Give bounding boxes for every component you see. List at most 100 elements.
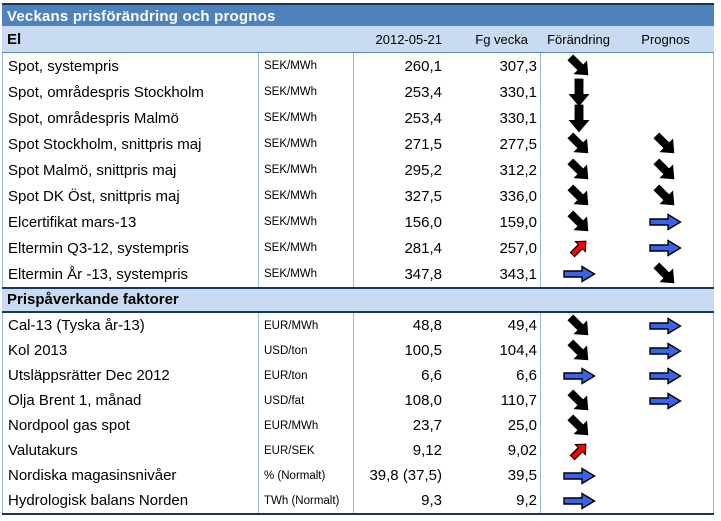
down-right-black-arrow-icon: [567, 313, 589, 335]
row-prev-value: 9,2: [516, 492, 537, 509]
down-right-black-arrow-icon: [567, 210, 589, 232]
row-name: Spot Malmö, snittpris maj: [2, 157, 258, 183]
down-right-black-arrow-icon: [567, 54, 589, 76]
table-row: Nordiska magasinsnivåer % (Normalt) 39,8…: [2, 463, 714, 488]
row-current-value: 9,3: [353, 488, 444, 513]
column-header-date: 2012-05-21: [375, 31, 443, 47]
row-prev-value: 6,6: [516, 367, 537, 384]
column-header-row: El 2012-05-21 Fg vecka Förändring Progno…: [2, 26, 714, 53]
change-arrow-cell: [540, 413, 617, 438]
change-arrow-cell: [540, 78, 617, 107]
change-arrow-cell: [540, 183, 617, 209]
report-title: Veckans prisförändring och prognos: [2, 3, 714, 26]
right-blue-arrow-icon: [649, 366, 682, 385]
forecast-arrow-cell: [617, 363, 714, 388]
down-right-black-arrow-icon: [653, 262, 675, 284]
down-right-black-arrow-icon: [567, 132, 589, 154]
table-row: Eltermin År -13, systempris SEK/MWh 347,…: [2, 261, 714, 287]
change-arrow-cell: [540, 313, 617, 338]
row-unit: EUR/SEK: [258, 438, 353, 463]
forecast-arrow-cell: [617, 105, 714, 131]
row-name: Utsläppsrätter Dec 2012: [2, 363, 258, 388]
change-arrow-cell: [540, 157, 617, 183]
down-black-arrow-icon: [568, 104, 590, 133]
down-right-black-arrow-icon: [567, 338, 589, 360]
row-name: Spot Stockholm, snittpris maj: [2, 131, 258, 157]
row-unit: SEK/MWh: [258, 157, 353, 183]
row-current-value: 271,5: [353, 131, 444, 157]
table-row: Eltermin Q3-12, systempris SEK/MWh 281,4…: [2, 235, 714, 261]
forecast-arrow-cell: [617, 413, 714, 438]
change-arrow-cell: [540, 363, 617, 388]
down-right-black-arrow-icon: [653, 158, 675, 180]
forecast-arrow-cell: [617, 313, 714, 338]
change-arrow-cell: [540, 235, 617, 261]
row-current-value: 23,7: [353, 413, 444, 438]
row-prev-value: 49,4: [507, 317, 537, 334]
forecast-arrow-cell: [617, 183, 714, 209]
change-arrow-cell: [540, 388, 617, 413]
row-name: Eltermin År -13, systempris: [2, 261, 258, 287]
right-blue-arrow-icon: [649, 391, 682, 410]
row-prev-value: 110,7: [500, 392, 537, 409]
change-arrow-cell: [540, 131, 617, 157]
row-name: Spot, områdespris Malmö: [2, 105, 258, 131]
table-row: Spot, områdespris Malmö SEK/MWh 253,4 33…: [2, 104, 714, 133]
down-black-arrow-icon: [568, 78, 590, 107]
row-unit: EUR/MWh: [258, 413, 353, 438]
row-name: Elcertifikat mars-13: [2, 209, 258, 235]
row-current-value: 108,0: [353, 388, 444, 413]
row-unit: USD/ton: [258, 338, 353, 363]
row-name: Spot DK Öst, snittpris maj: [2, 183, 258, 209]
row-prev-value: 25,0: [507, 417, 537, 434]
row-unit: % (Normalt): [258, 463, 353, 488]
row-current-value: 100,5: [353, 338, 444, 363]
row-prev-value: 159,0: [499, 213, 537, 231]
row-unit: SEK/MWh: [258, 131, 353, 157]
row-prev-value: 330,1: [499, 109, 537, 127]
change-arrow-cell: [540, 104, 617, 133]
table-row: Hydrologisk balans Norden TWh (Normalt) …: [2, 488, 714, 513]
table-row: Spot DK Öst, snittpris maj SEK/MWh 327,5…: [2, 183, 714, 209]
section-factors-rows: Cal-13 (Tyska år-13) EUR/MWh 48,8 49,4 K…: [2, 313, 714, 515]
row-unit: EUR/MWh: [258, 313, 353, 338]
row-current-value: 156,0: [353, 209, 444, 235]
row-name: Kol 2013: [2, 338, 258, 363]
row-unit: EUR/ton: [258, 363, 353, 388]
down-right-black-arrow-icon: [653, 184, 675, 206]
forecast-arrow-cell: [617, 235, 714, 261]
section-el-rows: Spot, systempris SEK/MWh 260,1 307,3 Spo…: [2, 53, 714, 287]
forecast-arrow-cell: [617, 488, 714, 513]
row-unit: USD/fat: [258, 388, 353, 413]
price-table: Veckans prisförändring och prognos El 20…: [2, 3, 714, 515]
forecast-arrow-cell: [617, 438, 714, 463]
change-arrow-cell: [540, 53, 617, 79]
column-header-change: Förändring: [547, 31, 610, 47]
row-prev-value: 104,4: [499, 342, 537, 359]
forecast-arrow-cell: [617, 79, 714, 105]
right-blue-arrow-icon: [649, 316, 682, 335]
row-current-value: 260,1: [353, 53, 444, 79]
row-current-value: 253,4: [353, 79, 444, 105]
row-unit: TWh (Normalt): [258, 488, 353, 513]
row-prev-value: 277,5: [499, 135, 537, 153]
forecast-arrow-cell: [617, 338, 714, 363]
table-row: Valutakurs EUR/SEK 9,12 9,02: [2, 438, 714, 463]
table-row: Nordpool gas spot EUR/MWh 23,7 25,0: [2, 413, 714, 438]
table-row: Utsläppsrätter Dec 2012 EUR/ton 6,6 6,6: [2, 363, 714, 388]
right-blue-arrow-icon: [563, 366, 596, 385]
down-right-black-arrow-icon: [567, 158, 589, 180]
row-current-value: 281,4: [353, 235, 444, 261]
row-current-value: 347,8: [353, 261, 444, 287]
row-prev-value: 336,0: [499, 187, 537, 205]
change-arrow-cell: [540, 488, 617, 513]
row-current-value: 295,2: [353, 157, 444, 183]
row-current-value: 39,8 (37,5): [353, 463, 444, 488]
row-prev-value: 343,1: [499, 265, 537, 283]
right-blue-arrow-icon: [563, 265, 596, 283]
row-prev-value: 307,3: [499, 57, 537, 75]
forecast-arrow-cell: [617, 388, 714, 413]
column-header-forecast: Prognos: [641, 31, 690, 47]
right-blue-arrow-icon: [563, 491, 596, 510]
right-blue-arrow-icon: [563, 466, 596, 485]
